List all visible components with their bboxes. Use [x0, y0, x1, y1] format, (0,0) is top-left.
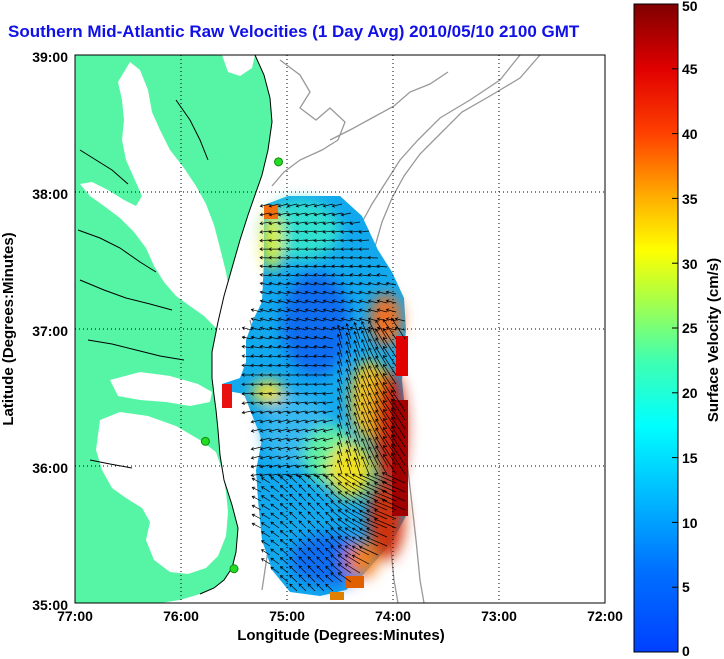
- map-title: Southern Mid-Atlantic Raw Velocities (1 …: [8, 22, 580, 41]
- y-axis: 39:00 38:00 37:00 36:00 35:00 Latitude (…: [0, 49, 68, 613]
- x-axis: 77:00 76:00 75:00 74:00 73:00 72:00 Long…: [57, 608, 623, 644]
- radar-station-marker: [275, 44, 283, 52]
- y-tick-label: 35:00: [32, 597, 68, 613]
- colorbar-tick: 30: [682, 256, 698, 272]
- x-tick-label: 74:00: [375, 608, 411, 624]
- x-tick-label: 72:00: [587, 608, 623, 624]
- radar-station-marker: [200, 436, 210, 446]
- colorbar-tick: 50: [682, 0, 698, 14]
- colorbar-tick: 10: [682, 515, 698, 531]
- y-tick-label: 39:00: [32, 49, 68, 65]
- x-tick-label: 73:00: [481, 608, 517, 624]
- colorbar-tick: 0: [682, 643, 690, 659]
- radar-station-marker: [229, 564, 239, 574]
- colorbar-label: Surface Velocity (cm/s): [705, 258, 722, 422]
- radar-station-marker: [274, 157, 284, 167]
- colorbar-tick: 5: [682, 579, 690, 595]
- x-axis-label: Longitude (Degrees:Minutes): [237, 627, 445, 644]
- coastline-outlines: [77, 55, 273, 595]
- albemarle-sound: [110, 372, 212, 406]
- x-tick-label: 76:00: [163, 608, 199, 624]
- graticule: [75, 55, 605, 603]
- y-tick-label: 37:00: [32, 323, 68, 339]
- x-tick-label: 75:00: [269, 608, 305, 624]
- velocity-vectors: [241, 203, 406, 592]
- colorbar-gradient: [633, 3, 679, 653]
- map-plot-area: [75, 44, 605, 603]
- x-tick-label: 77:00: [57, 608, 93, 624]
- pamlico-sound: [96, 412, 228, 574]
- y-tick-label: 38:00: [32, 186, 68, 202]
- colorbar: 50 45 40 35 30 25 20 15 10 5 0 Surface V…: [633, 0, 722, 659]
- colorbar-tick: 15: [682, 450, 698, 466]
- y-tick-label: 36:00: [32, 460, 68, 476]
- colorbar-tick: 40: [682, 126, 698, 142]
- colorbar-tick: 20: [682, 385, 698, 401]
- velocity-arrow-set: [241, 203, 406, 592]
- radar-stations: [200, 44, 284, 574]
- colorbar-tick: 35: [682, 191, 698, 207]
- colorbar-tick: 25: [682, 320, 698, 336]
- colorbar-tick: 45: [682, 61, 698, 77]
- chesapeake-bay: [80, 62, 232, 330]
- plot-frame: [74, 54, 606, 604]
- y-axis-label: Latitude (Degrees:Minutes): [0, 232, 17, 425]
- delaware-bay: [222, 55, 255, 76]
